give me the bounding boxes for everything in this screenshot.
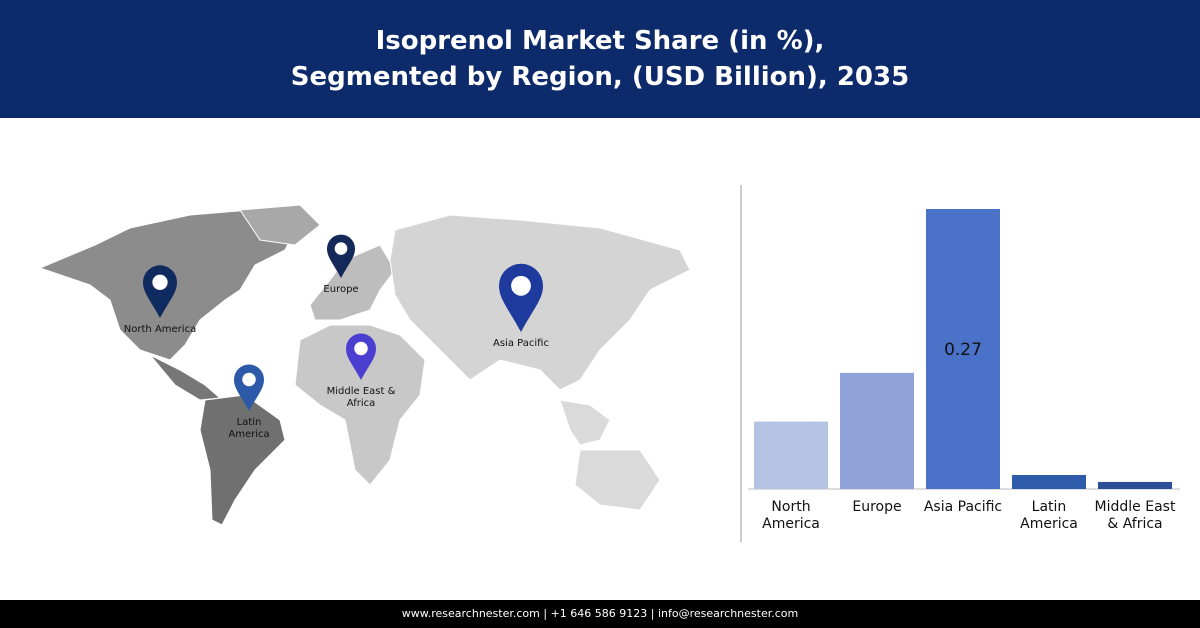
pin-shape (346, 333, 376, 380)
pin-shape (327, 234, 355, 278)
x-tick-label cat: Europe (852, 499, 902, 515)
pin-label: Latin America (228, 417, 270, 440)
pin-dot (354, 341, 368, 356)
value-label: 0.27 (944, 340, 982, 360)
x-tick-label cat: Latin America (1020, 499, 1078, 532)
x-tick-label cat: Asia Pacific (923, 499, 1003, 515)
x-tick-label cat: North America (762, 499, 820, 532)
bar (754, 421, 828, 489)
bar (926, 209, 1000, 489)
pin-label: Asia Pacific (493, 338, 549, 349)
bar (1012, 475, 1086, 489)
pin-dot (511, 275, 531, 296)
map-pin (143, 265, 177, 318)
title: Isoprenol Market Share (in %), Segmented… (0, 0, 1200, 118)
map-pin (346, 333, 376, 380)
world-map (38, 204, 691, 526)
pin-dot (242, 372, 256, 387)
x-tick-label cat: Middle East & Africa (1094, 499, 1176, 532)
pin-label: Middle East & Africa (326, 386, 396, 409)
pin-label: North America (123, 324, 197, 335)
pin-label: Europe (323, 284, 359, 295)
pin-shape (499, 263, 543, 332)
map-pin (234, 364, 264, 411)
bar (1098, 481, 1172, 489)
pin-dot (152, 274, 168, 290)
pin-shape (234, 364, 264, 411)
bar (840, 372, 914, 489)
map-pin (499, 263, 543, 332)
pin-dot (334, 242, 348, 255)
map-pin (327, 234, 355, 278)
footer: www.researchnester.com | +1 646 586 9123… (0, 600, 1200, 628)
pin-shape (143, 265, 177, 318)
